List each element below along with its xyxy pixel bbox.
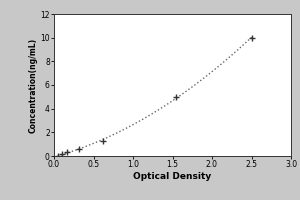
X-axis label: Optical Density: Optical Density xyxy=(134,172,212,181)
Y-axis label: Concentration(ng/mL): Concentration(ng/mL) xyxy=(28,37,38,133)
